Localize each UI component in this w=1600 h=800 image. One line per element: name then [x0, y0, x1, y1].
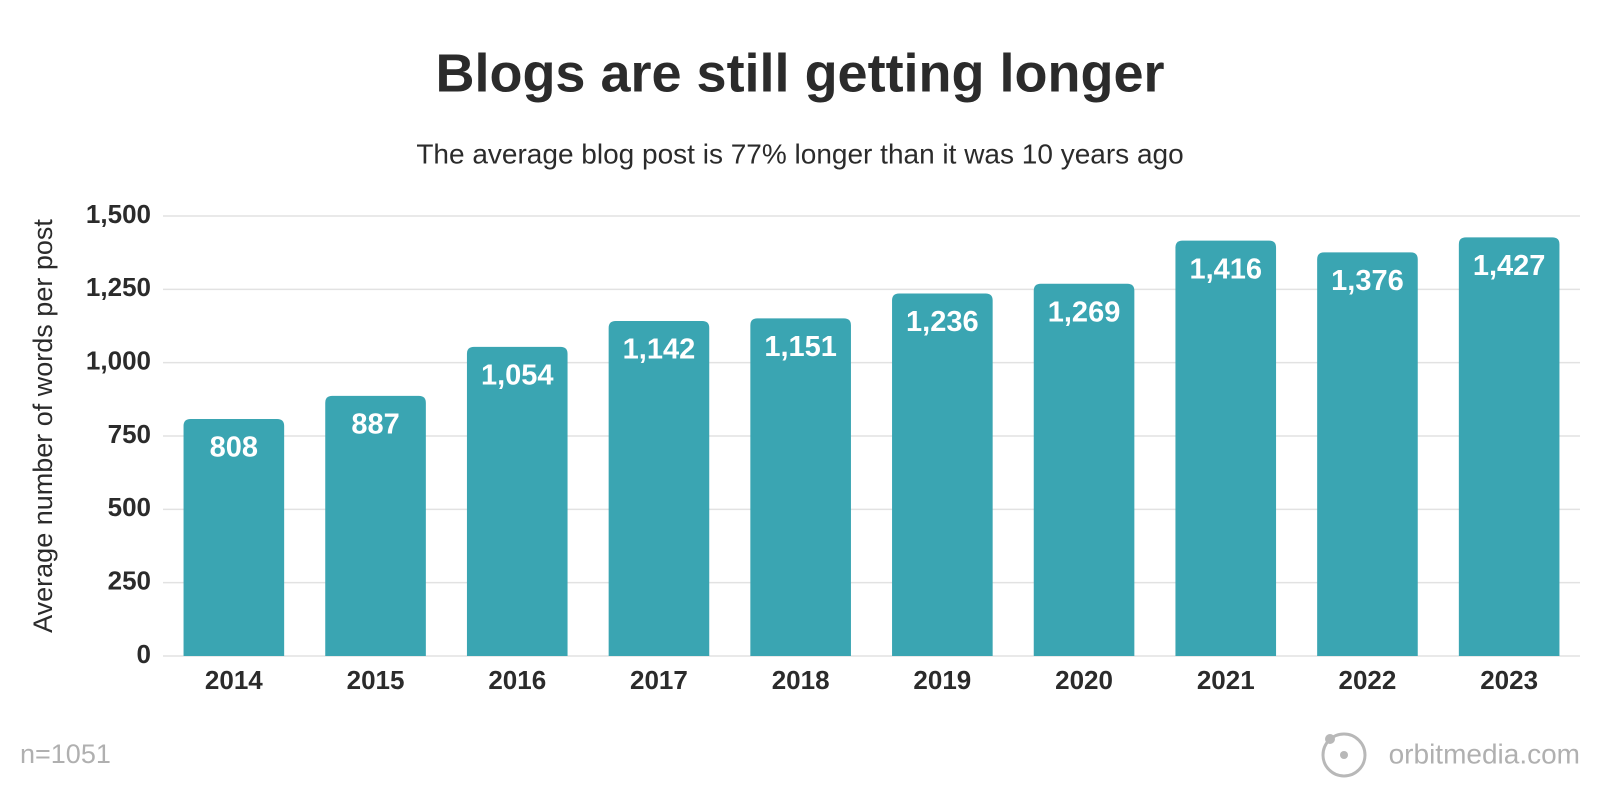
- value-label: 808: [210, 432, 258, 464]
- value-label: 1,142: [623, 334, 696, 366]
- logo-icon: [1321, 732, 1367, 778]
- y-tick-label: 750: [108, 419, 151, 449]
- logo: orbitmedia.com: [1321, 732, 1580, 778]
- y-tick-label: 1,500: [86, 199, 151, 229]
- y-tick-label: 250: [108, 566, 151, 596]
- value-label: 1,236: [906, 306, 979, 338]
- value-label: 1,376: [1331, 265, 1404, 297]
- bar: [892, 293, 993, 656]
- x-tick-label: 2019: [913, 665, 971, 695]
- bar: [1458, 237, 1560, 656]
- y-tick-label: 500: [108, 492, 151, 522]
- bar: [466, 346, 568, 656]
- logo-text: orbitmedia.com: [1389, 738, 1580, 769]
- value-label: 1,416: [1189, 253, 1262, 285]
- x-tick-label: 2021: [1197, 665, 1255, 695]
- x-tick-label: 2022: [1339, 665, 1397, 695]
- value-label: 1,054: [481, 359, 554, 391]
- bar: [1175, 240, 1277, 656]
- x-tick-label: 2020: [1055, 665, 1113, 695]
- value-label: 1,151: [764, 331, 837, 363]
- chart-title: Blogs are still getting longer: [435, 43, 1164, 103]
- y-axis-label: Average number of words per post: [28, 219, 58, 633]
- chart-subtitle: The average blog post is 77% longer than…: [416, 138, 1183, 169]
- bar: [183, 418, 285, 656]
- y-tick-label: 1,000: [86, 346, 151, 376]
- x-tick-label: 2015: [347, 665, 405, 695]
- bar: [750, 318, 851, 656]
- x-tick-label: 2018: [772, 665, 830, 695]
- value-label: 887: [351, 408, 399, 440]
- value-label: 1,269: [1048, 296, 1121, 328]
- y-tick-label: 0: [137, 639, 151, 669]
- bar: [1033, 283, 1135, 656]
- x-tick-label: 2014: [205, 665, 263, 695]
- y-tick-label: 1,250: [86, 272, 151, 302]
- value-label: 1,427: [1473, 250, 1546, 282]
- note: n=1051: [20, 739, 111, 769]
- bar: [608, 321, 710, 656]
- bar: [325, 395, 426, 656]
- x-tick-label: 2023: [1480, 665, 1538, 695]
- logo-icon-dot: [1340, 751, 1348, 759]
- x-tick-label: 2016: [488, 665, 546, 695]
- bar: [1317, 252, 1418, 656]
- x-tick-label: 2017: [630, 665, 688, 695]
- logo-icon-orbit: [1325, 734, 1335, 744]
